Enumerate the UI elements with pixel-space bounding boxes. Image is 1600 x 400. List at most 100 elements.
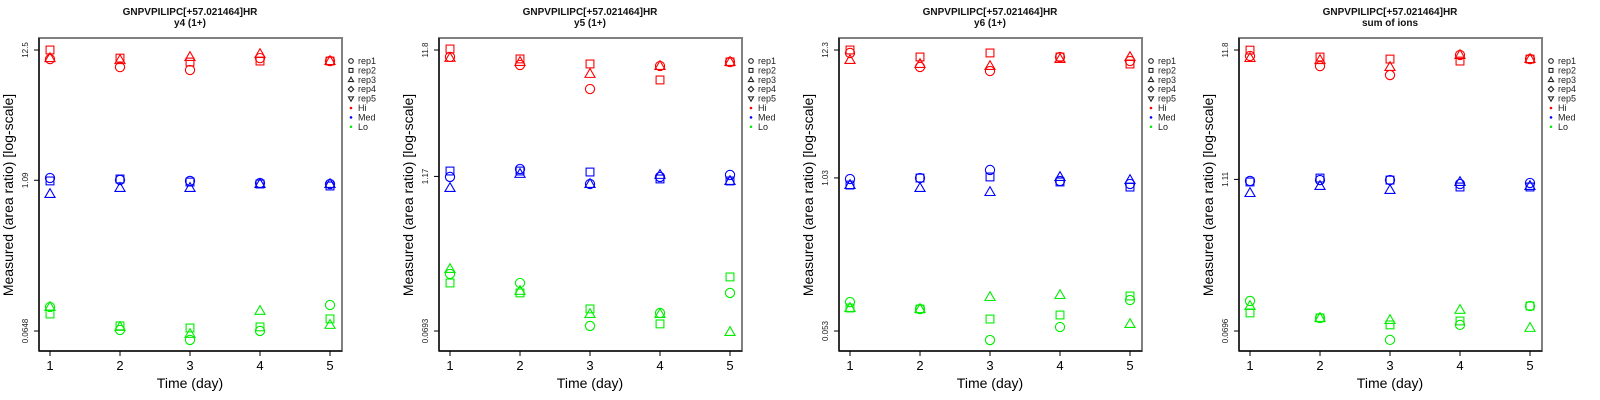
legend-label-rep4: rep4 [358,84,376,94]
point-hi-rep3-day3 [583,67,597,78]
point-med-rep2-day1 [445,166,455,176]
point-hi-rep3-day5 [1123,50,1137,61]
x-axis-label: Time (day) [1357,375,1423,391]
point-hi-rep2-day1 [1245,45,1255,55]
point-lo-rep1-day3 [584,320,596,332]
legend-label-rep5: rep5 [1158,94,1176,104]
point-lo-rep1-day5 [324,299,336,311]
point-lo-rep3-day1 [43,300,57,311]
y-tick-label: 1.09 [21,172,30,188]
legend-marker-rep2 [1548,67,1554,73]
point-hi-rep2-day2 [1315,52,1325,62]
legend-marker-rep2 [748,67,754,73]
point-hi-rep3-day2 [913,57,927,69]
point-lo-rep3-day5 [323,318,337,329]
point-med-rep3-day2 [913,181,927,193]
point-med-rep2-day3 [985,172,995,182]
x-tick-label: 2 [116,358,123,373]
point-med-rep3-day5 [1123,173,1137,185]
point-med-rep2-day1 [1245,177,1255,187]
point-lo-rep3-day1 [443,262,457,274]
point-lo-rep1-day1 [444,268,456,280]
x-tick-label: 5 [1126,358,1133,373]
point-med-rep3-day5 [723,174,737,185]
legend-marker-rep5 [1547,96,1555,103]
point-hi-rep3-day1 [1243,51,1257,63]
point-lo-rep3-day4 [253,304,267,315]
point-hi-rep3-day1 [443,51,457,62]
panel-subtitle: y5 (1+) [574,18,606,29]
point-med-rep2-day2 [515,166,525,176]
y-tick-label: 0.053 [821,320,830,341]
point-hi-rep2-day5 [1125,59,1135,69]
point-lo-rep2-day3 [1385,320,1395,330]
point-lo-rep3-day4 [1453,303,1467,314]
legend-marker-rep1 [348,58,354,64]
legend-label-rep2: rep2 [1558,65,1576,75]
panel-title: GNPVPILIPC[+57.021464]HR [523,7,659,18]
legend-marker-rep4 [1147,85,1155,93]
legend-label-rep3: rep3 [758,75,776,85]
point-lo-rep3-day2 [113,320,127,331]
legend-dot-hi [1549,106,1553,110]
point-hi-rep3-day2 [513,55,527,66]
point-lo-rep3-day4 [1053,288,1067,300]
point-hi-rep1-day2 [1314,60,1326,72]
legend-dot-lo [349,125,353,129]
point-hi-rep1-day3 [1384,69,1396,81]
point-lo-rep3-day5 [1523,321,1537,332]
point-hi-rep1-day1 [844,47,856,59]
point-lo-rep1-day3 [184,334,196,346]
legend-label-rep2: rep2 [1158,65,1176,75]
point-hi-rep2-day3 [185,57,195,67]
point-med-rep3-day4 [253,177,267,189]
legend-label-med: Med [358,112,376,122]
point-lo-rep1-day1 [1244,295,1256,307]
legend-label-rep2: rep2 [758,65,776,75]
legend-marker-rep4 [1547,85,1555,93]
point-lo-rep3-day2 [1313,311,1327,322]
x-tick-label: 4 [656,358,663,373]
point-med-rep1-day1 [44,172,56,184]
legend-label-rep3: rep3 [1158,75,1176,85]
legend-label-rep5: rep5 [358,94,376,104]
point-med-rep3-day3 [983,185,997,197]
point-lo-rep3-day3 [983,290,997,302]
legend-marker-rep5 [347,96,355,103]
point-med-rep2-day3 [185,177,195,187]
point-med-rep3-day3 [183,181,197,192]
point-med-rep3-day1 [1243,186,1257,198]
x-axis-label: Time (day) [957,375,1023,391]
point-lo-rep1-day3 [984,334,996,346]
point-med-rep1-day2 [914,172,926,184]
point-lo-rep2-day3 [985,314,995,324]
legend-label-med: Med [1558,112,1576,122]
legend-marker-rep2 [1148,67,1154,73]
point-med-rep3-day1 [843,178,857,190]
point-hi-rep1-day1 [44,53,56,65]
point-hi-rep3-day5 [1523,52,1537,64]
legend-dot-hi [749,106,753,110]
x-tick-label: 2 [916,358,923,373]
legend-marker-rep3 [747,76,755,83]
x-tick-label: 5 [326,358,333,373]
point-med-rep1-day2 [1314,174,1326,186]
point-med-rep1-day1 [444,171,456,183]
legend-dot-hi [349,106,353,110]
point-med-rep3-day5 [323,177,337,189]
x-tick-label: 3 [986,358,993,373]
point-hi-rep3-day5 [323,54,337,66]
point-lo-rep3-day1 [843,301,857,312]
point-med-rep1-day5 [1524,177,1536,189]
y-tick-label: 0.0648 [21,318,30,343]
plot-frame [838,37,1143,352]
point-lo-rep1-day1 [844,296,856,308]
point-lo-rep3-day2 [913,302,927,314]
y-tick-label: 1.03 [821,170,830,186]
legend-label-lo: Lo [358,122,368,132]
point-hi-rep3-day1 [43,51,57,63]
x-tick-label: 1 [1246,358,1253,373]
point-med-rep2-day3 [1385,175,1395,185]
